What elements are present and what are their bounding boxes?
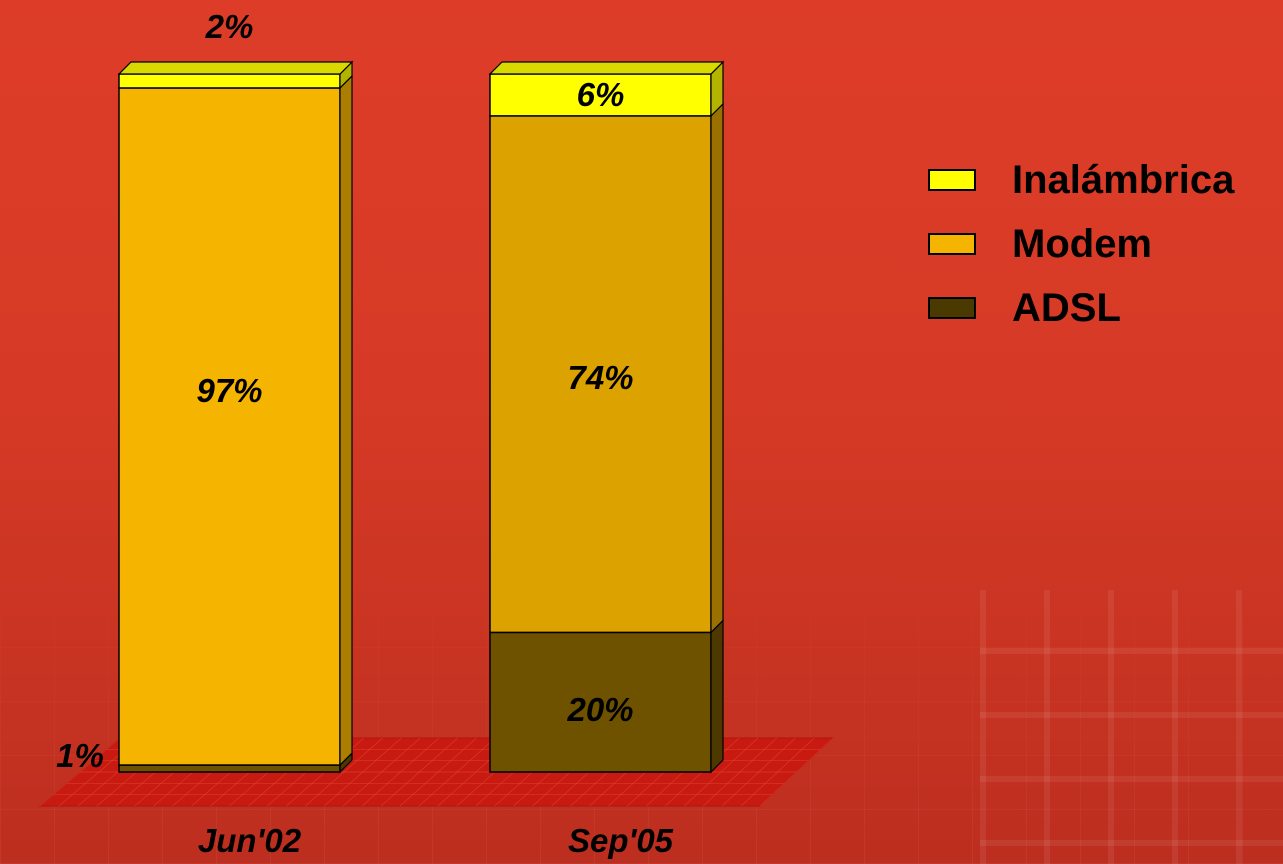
chart-legend: Inalámbrica Modem ADSL — [928, 148, 1234, 340]
chart-category-labels: Jun'02 Sep'05 — [198, 822, 674, 859]
data-label-inalambrica-0: 2% — [205, 8, 254, 45]
legend-label-adsl: ADSL — [1012, 285, 1121, 330]
bar-top-0 — [117, 61, 354, 75]
legend-item-modem: Modem — [928, 212, 1234, 276]
data-label-modem-1: 74% — [567, 359, 633, 396]
bar-segment-modem-0 — [118, 87, 341, 766]
bar-side-modem-1 — [710, 102, 724, 634]
data-label-inalambrica-1: 6% — [577, 76, 625, 113]
chart-bars — [117, 60, 725, 774]
background-tiles — [980, 590, 1283, 864]
legend-label-modem: Modem — [1012, 221, 1152, 266]
data-label-modem-0: 97% — [196, 372, 262, 409]
data-label-adsl-0: 1% — [56, 737, 104, 774]
legend-item-adsl: ADSL — [928, 276, 1234, 340]
bar-segment-inalambrica-0 — [118, 73, 341, 89]
category-label-1: Sep'05 — [568, 822, 674, 859]
data-label-adsl-1: 20% — [566, 691, 633, 728]
chart-data-labels: 1% 97% 2% 20% 74% 6% — [56, 8, 633, 774]
legend-swatch-modem — [928, 233, 976, 255]
legend-label-inalambrica: Inalámbrica — [1012, 157, 1235, 202]
legend-swatch-inalambrica — [928, 169, 976, 191]
category-label-0: Jun'02 — [198, 822, 302, 859]
legend-item-inalambrica: Inalámbrica — [928, 148, 1234, 212]
bar-side-adsl-1 — [710, 618, 724, 774]
bar-side-modem-0 — [339, 74, 353, 767]
legend-swatch-adsl — [928, 297, 976, 319]
bar-top-1 — [488, 61, 725, 75]
bar-segment-modem-1 — [489, 115, 712, 634]
bar-segment-adsl-0 — [118, 764, 341, 773]
